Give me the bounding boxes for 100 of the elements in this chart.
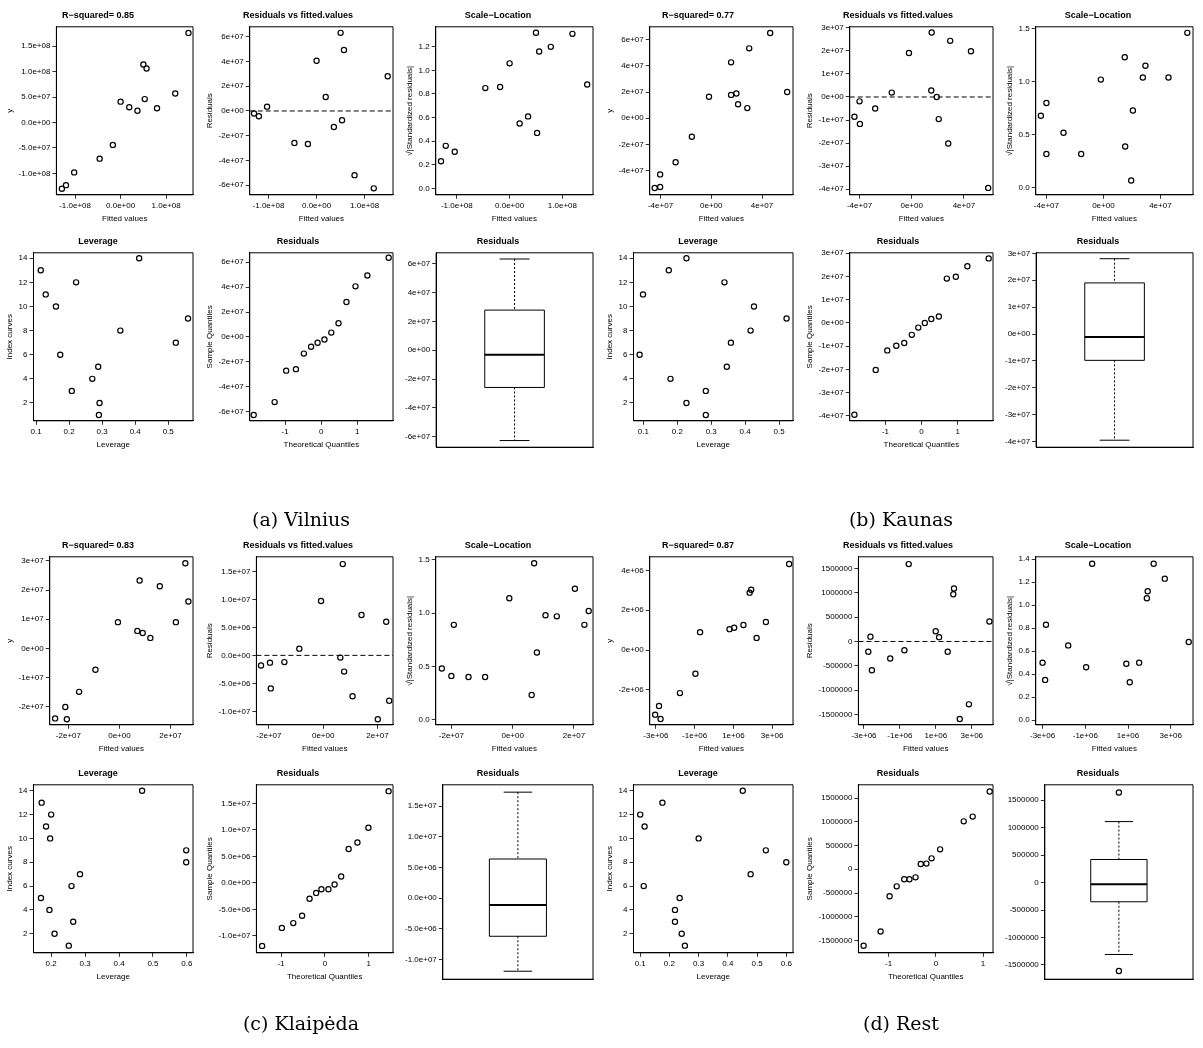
y-tick-label: 1.0e+07 <box>221 594 251 604</box>
chart-title: Scale−Location <box>1064 539 1132 550</box>
y-axis-title: Index curves <box>5 314 14 360</box>
y-axis-title: y <box>605 108 614 113</box>
y-axis-title: √|Standardized residuals| <box>1005 65 1014 156</box>
x-tick-label: 0.5 <box>147 958 160 968</box>
y-tick-label: 0e+00 <box>1007 329 1031 339</box>
y-tick-label: -3e+07 <box>818 387 845 397</box>
y-tick-label: 1500000 <box>821 563 853 573</box>
y-tick-label: 0.5 <box>1018 130 1031 140</box>
x-tick-label: -3e+06 <box>851 730 878 740</box>
y-tick-label: 3e+07 <box>21 556 45 566</box>
y-tick-label: -4e+07 <box>218 382 245 392</box>
x-tick-label: -2e+07 <box>438 730 465 740</box>
x-tick-label: -2e+07 <box>55 730 82 740</box>
y-axis-title: y <box>605 638 614 643</box>
x-tick-label: -2e+07 <box>256 730 283 740</box>
y-tick-label: -1.0e+07 <box>218 706 251 716</box>
x-tick-label: 1 <box>366 958 372 968</box>
x-tick-label: 1e+06 <box>1116 730 1140 740</box>
chart-title: Leverage <box>678 767 718 778</box>
y-tick-label: 0.4 <box>418 136 431 146</box>
chart-title: Residuals <box>1076 235 1120 246</box>
x-tick-label: 0.2 <box>663 958 676 968</box>
x-axis-title: Leverage <box>696 972 731 982</box>
y-tick-label: 500000 <box>825 840 853 850</box>
x-tick-label: 4e+07 <box>750 200 774 210</box>
chart-title: Residuals <box>1076 767 1120 778</box>
y-tick-label: 1.0 <box>418 608 431 618</box>
chart-title: Residuals vs fitted.values <box>242 9 354 20</box>
x-tick-label: 1e+06 <box>924 730 948 740</box>
y-tick-label: -1500000 <box>1005 960 1040 970</box>
y-tick-label: 0.0e+00 <box>221 878 251 888</box>
y-tick-label: 4e+07 <box>221 56 245 66</box>
chart-title: R−squared= 0.85 <box>61 9 135 20</box>
y-tick-label: 2e+07 <box>221 307 245 317</box>
x-tick-label: 4e+07 <box>952 200 976 210</box>
y-tick-label: -2e+07 <box>404 374 431 384</box>
y-axis-title: Residuals <box>805 623 814 659</box>
x-tick-label: 2e+07 <box>366 730 390 740</box>
chart-title: Leverage <box>678 235 718 246</box>
y-tick-label: -1500000 <box>818 935 853 945</box>
y-tick-label: 2e+07 <box>621 87 645 97</box>
y-tick-label: 1e+07 <box>21 614 45 624</box>
y-tick-label: 3e+07 <box>1007 248 1031 258</box>
y-tick-label: 1e+07 <box>821 294 845 304</box>
y-tick-label: 14 <box>618 785 629 795</box>
x-tick-label: 0.1 <box>637 426 650 436</box>
y-tick-label: -5.0e+06 <box>404 924 438 934</box>
y-tick-label: 0.8 <box>418 89 431 99</box>
x-tick-label: 1 <box>955 426 961 436</box>
chart-title: Scale−Location <box>1064 9 1132 20</box>
y-tick-label: 1000000 <box>821 817 853 827</box>
y-tick-label: -500000 <box>823 888 853 898</box>
y-tick-label: -4e+07 <box>818 184 845 194</box>
x-axis-title: Fitted values <box>1091 744 1138 754</box>
y-tick-label: 1500000 <box>821 793 853 803</box>
x-tick-label: -1.0e+08 <box>59 200 92 210</box>
y-tick-label: 4 <box>23 905 29 915</box>
y-tick-label: 0e+00 <box>221 332 245 342</box>
x-axis-title: Fitted values <box>491 744 538 754</box>
x-axis-title: Theoretical Quantiles <box>283 440 360 450</box>
y-tick-label: -500000 <box>1009 905 1040 915</box>
x-axis-title: Leverage <box>696 440 731 450</box>
x-axis-title: Fitted values <box>698 214 745 224</box>
y-tick-label: 2e+07 <box>821 46 845 56</box>
y-tick-label: 4e+07 <box>407 287 431 297</box>
y-tick-label: 5.0e+06 <box>221 622 251 632</box>
y-tick-label: -2e+07 <box>618 139 645 149</box>
text: (a) Vilnius <box>250 508 351 530</box>
x-tick-label: -1.0e+08 <box>440 200 474 210</box>
y-tick-label: 1.5 <box>1018 23 1031 33</box>
y-tick-label: 0e+00 <box>407 345 431 355</box>
y-tick-label: 5.0e+06 <box>221 851 251 861</box>
y-axis-title: y <box>5 638 14 643</box>
y-axis-title: √|Standardized residuals| <box>405 65 414 156</box>
y-axis-title: Index curves <box>5 846 14 892</box>
chart-title: R−squared= 0.77 <box>661 9 735 20</box>
x-tick-label: -1.0e+08 <box>252 200 285 210</box>
x-tick-label: 0e+00 <box>700 200 724 210</box>
x-tick-label: 0.3 <box>705 426 718 436</box>
y-tick-label: -3e+07 <box>1004 409 1031 419</box>
y-tick-label: 0.2 <box>418 159 431 169</box>
y-tick-label: 4 <box>623 374 629 384</box>
y-tick-label: 4 <box>23 374 29 384</box>
x-tick-label: -1 <box>881 426 890 436</box>
chart-title: Scale−Location <box>464 539 532 550</box>
y-tick-label: 2e+07 <box>407 316 431 326</box>
y-axis-title: Sample Quantiles <box>805 305 814 369</box>
x-tick-label: 0e+00 <box>1092 200 1116 210</box>
y-tick-label: 12 <box>618 277 629 287</box>
x-tick-label: 0e+00 <box>900 200 924 210</box>
y-tick-label: 0.8 <box>1018 623 1031 633</box>
y-tick-label: 10 <box>18 833 29 843</box>
y-tick-label: 8 <box>23 325 29 335</box>
y-tick-label: -5.0e+06 <box>218 904 251 914</box>
chart-title: Residuals <box>476 767 520 778</box>
x-axis-title: Fitted values <box>302 744 348 754</box>
y-tick-label: 0.6 <box>1018 646 1031 656</box>
y-tick-label: -2e+07 <box>1004 382 1031 392</box>
